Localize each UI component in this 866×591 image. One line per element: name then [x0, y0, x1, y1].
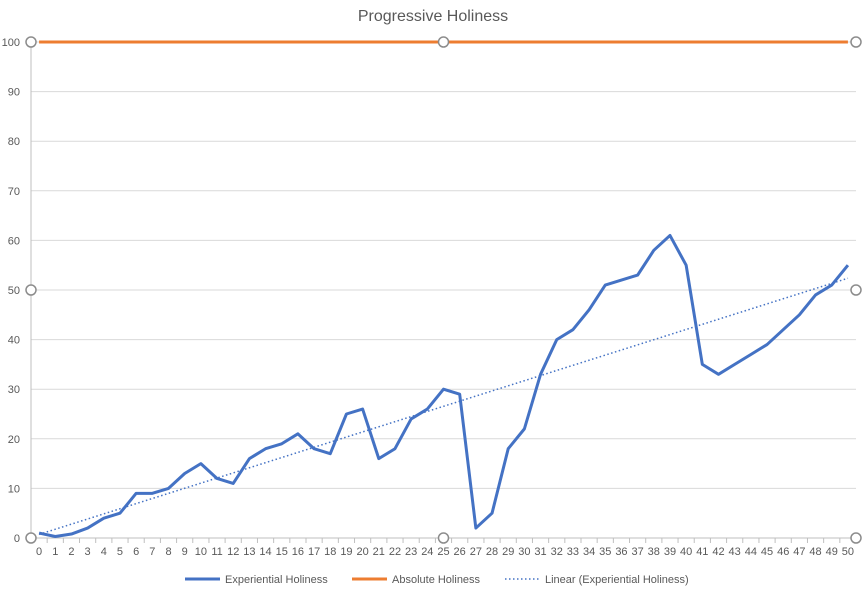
x-tick-label: 27: [470, 546, 482, 558]
x-tick-label: 0: [36, 546, 42, 558]
x-tick-label: 13: [243, 546, 255, 558]
x-tick-label: 49: [826, 546, 838, 558]
x-tick-label: 41: [696, 546, 708, 558]
x-tick-label: 10: [195, 546, 207, 558]
x-tick-label: 23: [405, 546, 417, 558]
x-tick-label: 6: [133, 546, 139, 558]
x-tick-label: 24: [421, 546, 433, 558]
x-tick-label: 1: [52, 546, 58, 558]
x-tick-label: 3: [85, 546, 91, 558]
x-tick-label: 42: [712, 546, 724, 558]
x-tick-label: 16: [292, 546, 304, 558]
x-tick-label: 38: [648, 546, 660, 558]
x-tick-label: 26: [454, 546, 466, 558]
y-tick-label: 70: [8, 186, 20, 198]
x-tick-label: 28: [486, 546, 498, 558]
x-tick-label: 4: [101, 546, 107, 558]
x-tick-label: 12: [227, 546, 239, 558]
x-tick-label: 32: [551, 546, 563, 558]
x-tick-label: 11: [211, 546, 222, 558]
x-tick-label: 37: [631, 546, 643, 558]
y-tick-label: 40: [8, 335, 20, 347]
x-tick-label: 17: [308, 546, 320, 558]
x-tick-label: 7: [149, 546, 155, 558]
x-tick-label: 20: [356, 546, 368, 558]
x-tick-label: 25: [437, 546, 449, 558]
x-tick-label: 15: [276, 546, 288, 558]
legend-label: Experiential Holiness: [225, 574, 328, 586]
resize-handle[interactable]: [437, 36, 450, 48]
x-tick-label: 34: [583, 546, 595, 558]
x-tick-label: 8: [165, 546, 171, 558]
x-tick-label: 39: [664, 546, 676, 558]
x-tick-label: 45: [761, 546, 773, 558]
y-tick-label: 50: [8, 285, 20, 297]
x-tick-label: 36: [615, 546, 627, 558]
resize-handle[interactable]: [850, 36, 862, 48]
chart-title: Progressive Holiness: [358, 8, 508, 25]
x-tick-label: 50: [842, 546, 854, 558]
x-tick-label: 22: [389, 546, 401, 558]
y-tick-label: 0: [14, 533, 20, 545]
resize-handle[interactable]: [437, 532, 450, 544]
resize-handle[interactable]: [25, 36, 37, 48]
x-tick-label: 19: [340, 546, 352, 558]
y-tick-label: 60: [8, 235, 20, 247]
y-tick-label: 80: [8, 136, 20, 148]
x-tick-label: 2: [68, 546, 74, 558]
x-tick-label: 9: [182, 546, 188, 558]
y-tick-label: 100: [2, 37, 20, 49]
legend-label: Absolute Holiness: [392, 574, 481, 586]
series-line-0: [38, 233, 850, 539]
x-tick-label: 31: [534, 546, 546, 558]
y-tick-label: 30: [8, 384, 20, 396]
x-tick-label: 21: [373, 546, 385, 558]
y-tick-label: 10: [8, 483, 20, 495]
y-tick-label: 90: [8, 87, 20, 99]
resize-handle[interactable]: [25, 284, 37, 296]
x-tick-label: 29: [502, 546, 514, 558]
resize-handle[interactable]: [850, 284, 862, 296]
x-tick-label: 47: [793, 546, 805, 558]
series-line-2: [38, 277, 849, 536]
legend-label: Linear (Experiential Holiness): [545, 574, 689, 586]
x-tick-label: 30: [518, 546, 530, 558]
resize-handle[interactable]: [25, 532, 37, 544]
x-tick-label: 48: [809, 546, 821, 558]
x-tick-label: 18: [324, 546, 336, 558]
x-tick-label: 35: [599, 546, 611, 558]
x-tick-label: 14: [259, 546, 271, 558]
x-tick-label: 43: [729, 546, 741, 558]
y-tick-label: 20: [8, 434, 20, 446]
x-tick-label: 33: [567, 546, 579, 558]
x-tick-label: 5: [117, 546, 123, 558]
x-tick-label: 44: [745, 546, 757, 558]
x-tick-label: 40: [680, 546, 692, 558]
x-tick-label: 46: [777, 546, 789, 558]
resize-handle[interactable]: [850, 532, 862, 544]
